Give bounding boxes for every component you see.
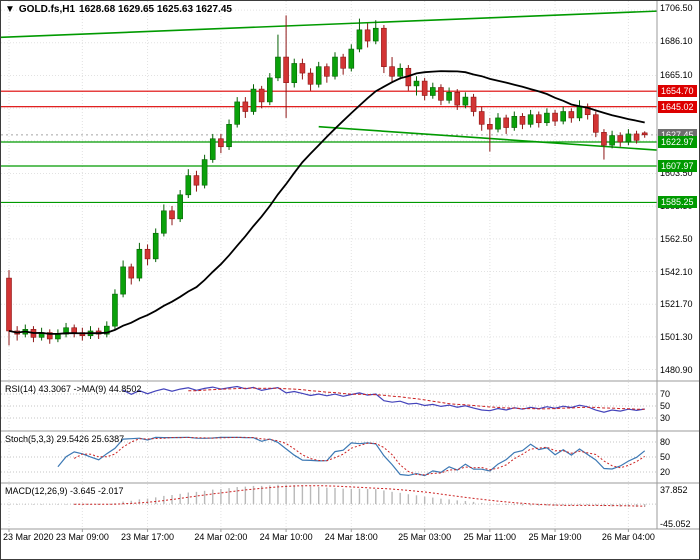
macd-label: MACD(12,26,9) -3.645 -2.017	[5, 486, 124, 496]
rsi-label: RSI(14) 43.3067 ->MA(9) 44.8502	[5, 384, 142, 394]
rsi-level-label: 50	[660, 401, 671, 411]
stoch-label: Stoch(5,3,3) 29.5426 25.6387	[5, 434, 125, 444]
price-badge: 1585.25	[658, 196, 697, 209]
time-scale-label: 23 Mar 09:00	[55, 532, 109, 542]
time-scale-label: 24 Mar 10:00	[259, 532, 313, 542]
symbol-timeframe: GOLD.fs,H1	[18, 4, 76, 15]
time-scale-label: 25 Mar 11:00	[463, 532, 517, 542]
stoch-level-label: 50	[660, 452, 671, 462]
time-scale-label: 24 Mar 02:00	[194, 532, 248, 542]
time-scale-label: 23 Mar 2020	[3, 532, 54, 542]
time-scale-label: 24 Mar 18:00	[324, 532, 378, 542]
symbol-dropdown-icon[interactable]: ▼	[5, 4, 15, 15]
macd-scale-label: 37.852	[660, 485, 688, 495]
time-scale-label: 26 Mar 04:00	[601, 532, 655, 542]
price-scale-label: 1501.30	[660, 331, 693, 342]
price-scale-label: 1480.90	[660, 364, 693, 375]
price-badge: 1654.70	[658, 85, 697, 98]
price-badge: 1645.02	[658, 100, 697, 113]
price-scale-label: 1603.50	[660, 168, 693, 179]
price-scale-label: 1665.10	[660, 69, 693, 80]
stoch-level-label: 20	[660, 467, 671, 477]
price-scale-label: 1686.10	[660, 35, 693, 46]
chart-title: ▼ GOLD.fs,H1 1628.68 1629.65 1625.63 1627.…	[5, 4, 236, 15]
price-badge: 1607.97	[658, 160, 697, 173]
price-scale-label: 1562.50	[660, 233, 693, 244]
macd-scale-label: -45.052	[660, 519, 691, 529]
ohlc-values: 1628.68 1629.65 1625.63 1627.45	[79, 4, 232, 15]
price-badge: 1622.97	[658, 135, 697, 148]
time-scale-label: 25 Mar 03:00	[398, 532, 452, 542]
stoch-level-label: 80	[660, 437, 671, 447]
rsi-level-label: 70	[660, 389, 671, 399]
time-scale-label: 25 Mar 19:00	[528, 532, 582, 542]
price-scale-label: 1521.70	[660, 299, 693, 310]
rsi-level-label: 30	[660, 413, 671, 423]
time-scale-label: 23 Mar 17:00	[121, 532, 175, 542]
price-scale[interactable]	[658, 1, 699, 529]
price-scale-label: 1542.10	[660, 266, 693, 277]
price-scale-label: 1706.50	[660, 3, 693, 14]
